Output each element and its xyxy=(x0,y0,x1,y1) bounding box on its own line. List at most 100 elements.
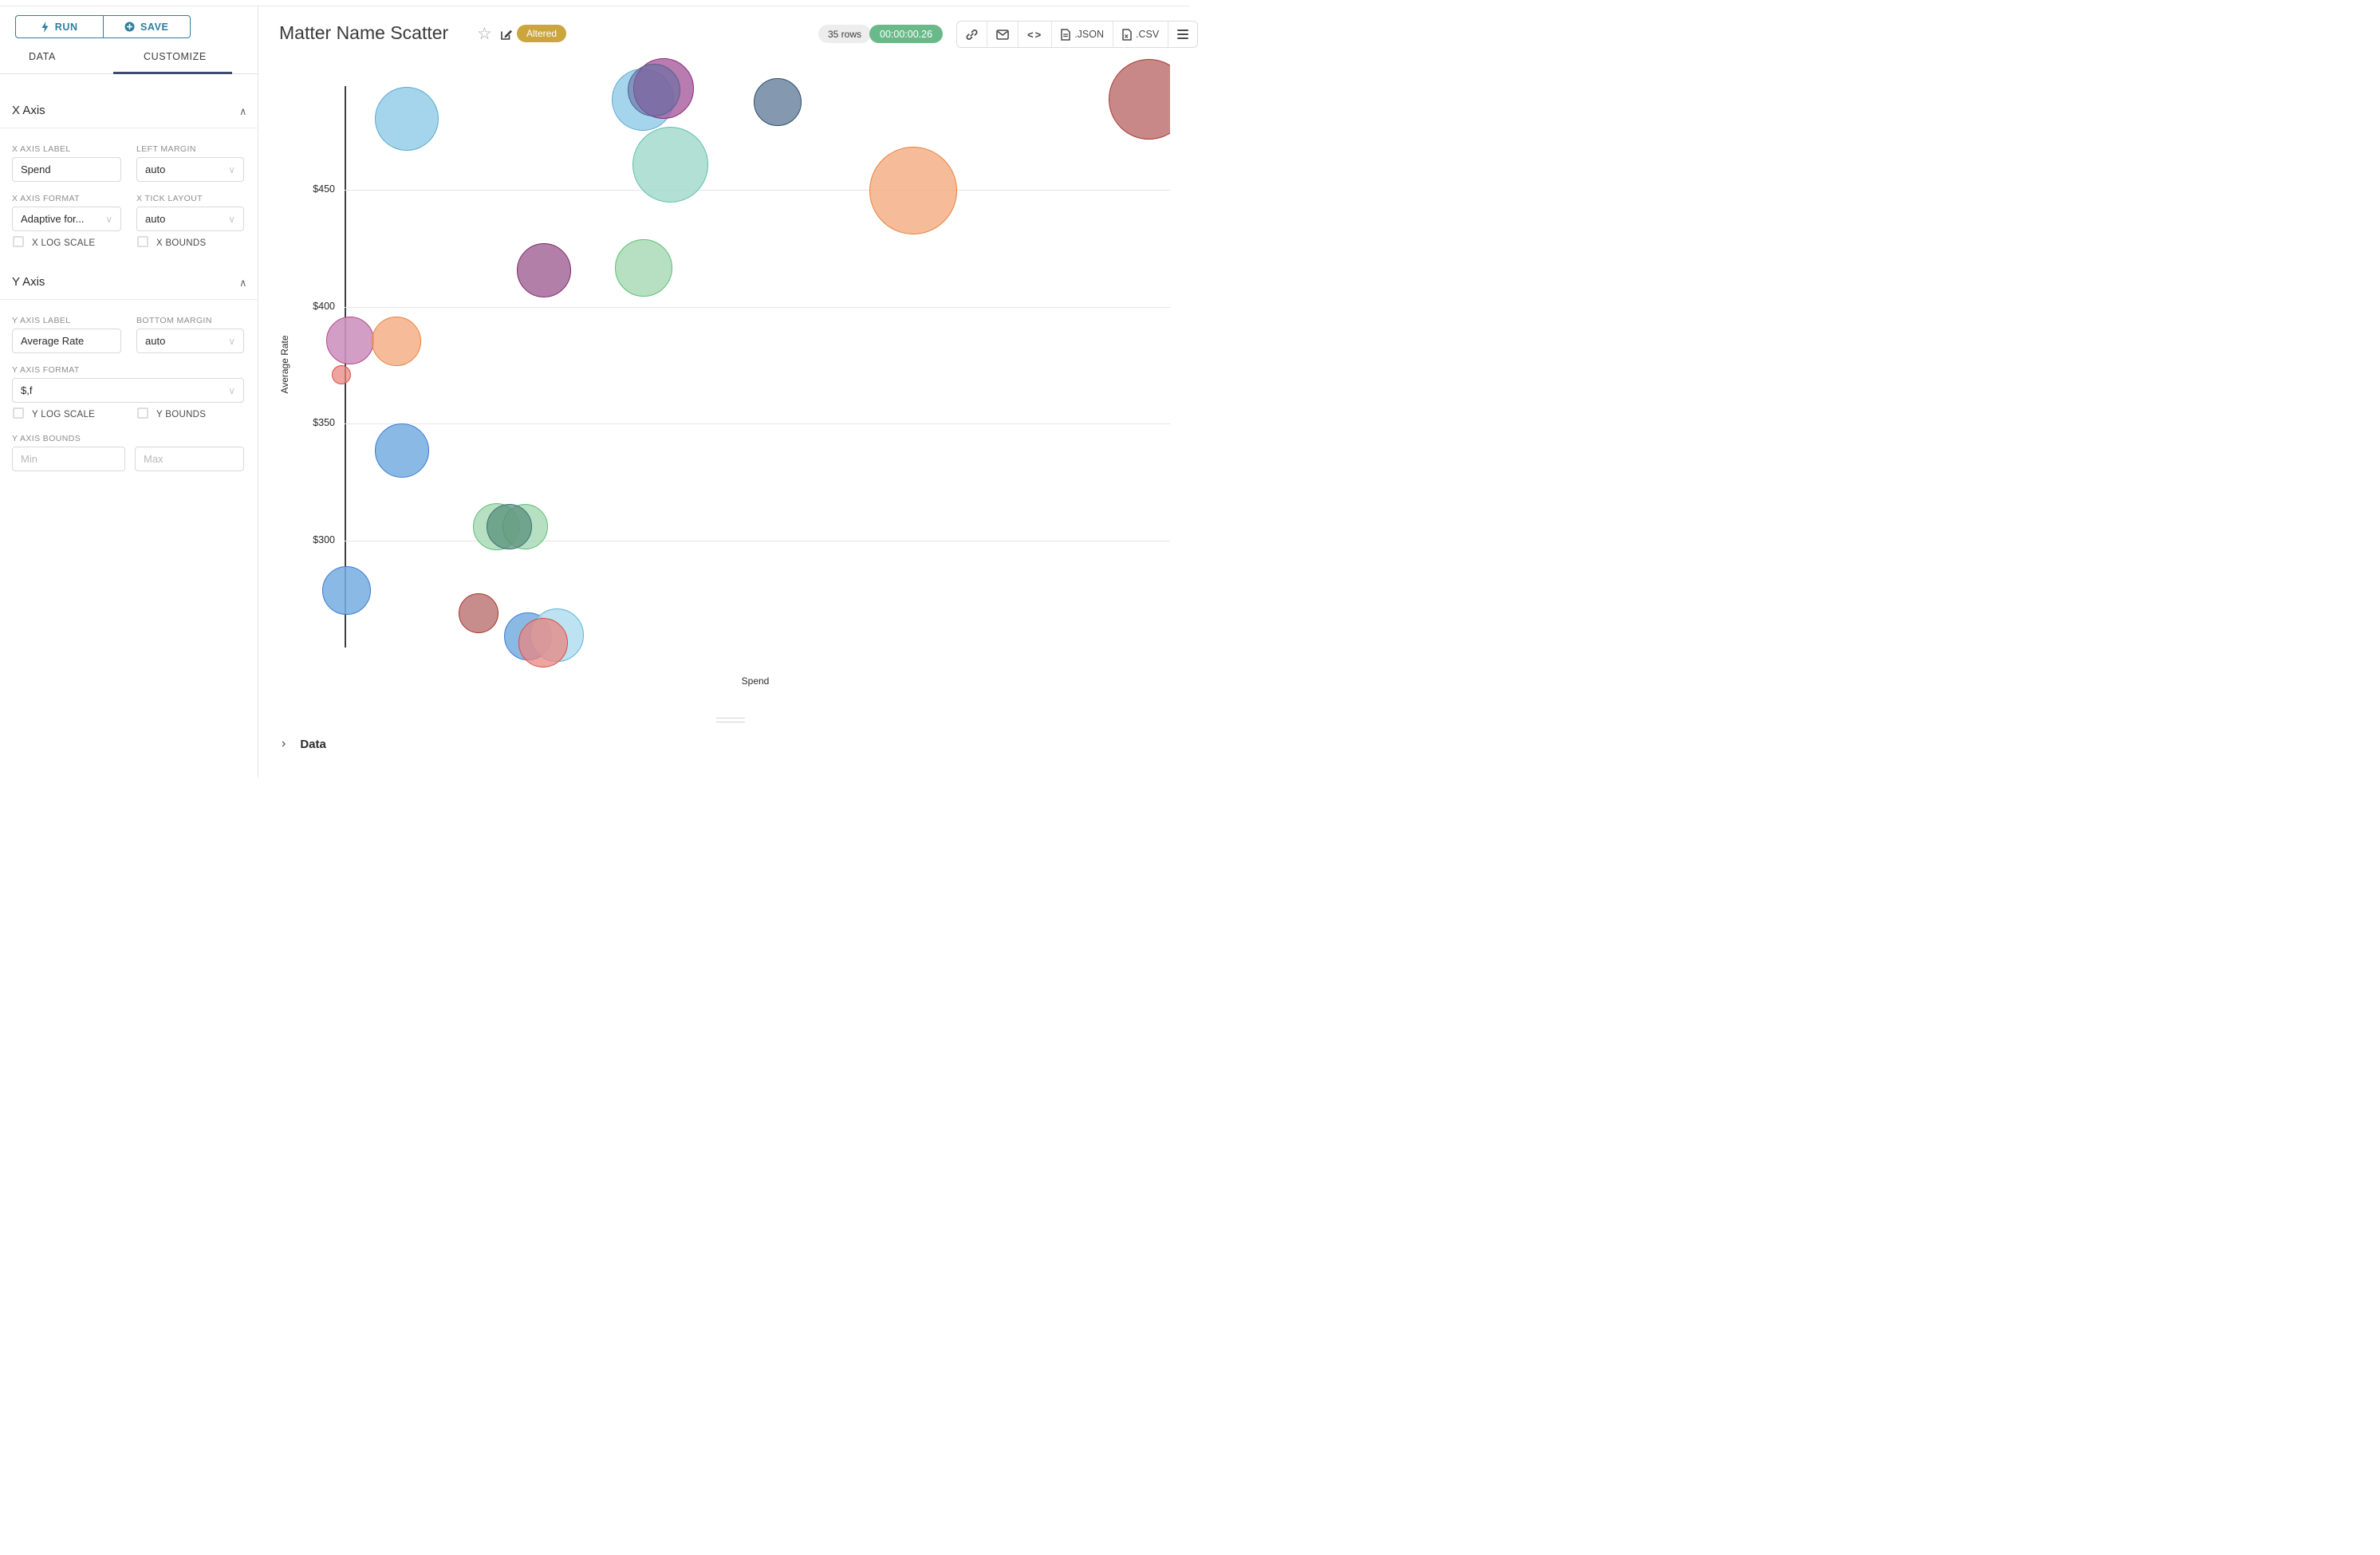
embed-code-button[interactable]: <> xyxy=(1019,22,1053,47)
left-margin-label: LEFT MARGIN xyxy=(136,144,196,154)
bubble[interactable] xyxy=(1109,58,1170,140)
chevron-down-icon: ∨ xyxy=(228,213,235,225)
y-bounds-label: Y BOUNDS xyxy=(156,410,207,419)
y-axis-bounds-label: Y AXIS BOUNDS xyxy=(12,434,81,443)
y-bounds-max-input[interactable] xyxy=(135,447,244,471)
y-log-scale-checkbox[interactable] xyxy=(13,407,24,419)
y-bounds-min-input[interactable] xyxy=(12,447,125,471)
left-margin-value: auto xyxy=(145,163,166,175)
run-button[interactable]: RUN xyxy=(16,16,103,37)
bottom-margin-value: auto xyxy=(145,335,166,347)
export-toolbar: <> .JSON .CSV xyxy=(956,21,1199,48)
chevron-down-icon: ∨ xyxy=(228,384,235,396)
data-expander[interactable]: › Data xyxy=(282,737,326,751)
gridline xyxy=(345,190,1170,191)
run-button-label: RUN xyxy=(54,21,78,33)
section-divider xyxy=(0,299,258,300)
bubble[interactable] xyxy=(375,423,429,478)
y-axis-collapse-icon[interactable]: ∧ xyxy=(239,277,247,289)
chart-resize-handle[interactable] xyxy=(716,718,745,726)
x-log-scale-checkbox[interactable] xyxy=(13,236,24,247)
y-axis-format-label: Y AXIS FORMAT xyxy=(12,365,80,375)
x-tick-layout-value: auto xyxy=(145,213,166,225)
export-json-button[interactable]: .JSON xyxy=(1052,22,1113,47)
link-icon xyxy=(966,29,978,40)
lightning-icon xyxy=(41,21,49,33)
chevron-down-icon: ∨ xyxy=(105,213,112,225)
edit-icon[interactable] xyxy=(500,28,513,45)
star-icon[interactable]: ☆ xyxy=(477,25,492,43)
share-link-button[interactable] xyxy=(957,22,987,47)
x-axis-label-input[interactable] xyxy=(12,157,121,182)
gridline xyxy=(345,307,1170,308)
x-axis-section-title: X Axis xyxy=(12,104,45,117)
plus-circle-icon xyxy=(124,22,135,32)
y-axis-label-input[interactable] xyxy=(12,329,121,353)
bottom-margin-select[interactable]: auto ∨ xyxy=(136,329,244,353)
bubble[interactable] xyxy=(628,64,680,116)
chart-menu-button[interactable] xyxy=(1168,22,1197,47)
chevron-down-icon: ∨ xyxy=(228,335,235,347)
x-axis-section-header[interactable]: X Axis xyxy=(12,104,45,118)
scatter-chart-canvas[interactable]: Average Rate $450 $400 $350 $300 Spend › Da… xyxy=(259,54,1170,778)
status-badge: Altered xyxy=(517,25,567,42)
bubble[interactable] xyxy=(458,593,498,633)
y-axis-format-select[interactable]: $,f ∨ xyxy=(12,378,244,403)
bubble[interactable] xyxy=(754,78,802,126)
x-tick-layout-label: X TICK LAYOUT xyxy=(136,194,203,203)
row-count-badge: 35 rows xyxy=(818,25,872,43)
menu-icon xyxy=(1177,27,1189,41)
save-button-label: SAVE xyxy=(140,21,169,33)
y-tick-label: $400 xyxy=(313,301,335,312)
bubble[interactable] xyxy=(332,365,351,384)
bubble[interactable] xyxy=(372,316,421,366)
bubble[interactable] xyxy=(326,317,374,364)
x-axis-format-value: Adaptive for... xyxy=(21,213,85,225)
customize-sidebar: RUN SAVE DATA CUSTOMIZE X Axis ∧ X AXIS … xyxy=(0,6,258,778)
active-tab-underline xyxy=(113,72,232,74)
gridline xyxy=(345,423,1170,424)
bubble[interactable] xyxy=(486,504,532,549)
y-axis-section-header[interactable]: Y Axis xyxy=(12,275,45,289)
x-axis-collapse-icon[interactable]: ∧ xyxy=(239,105,247,117)
x-log-scale-label: X LOG SCALE xyxy=(32,238,96,248)
bubble[interactable] xyxy=(517,242,571,297)
bottom-margin-label: BOTTOM MARGIN xyxy=(136,316,212,325)
tab-data[interactable]: DATA xyxy=(29,51,56,62)
x-axis-title: Spend xyxy=(741,675,770,687)
run-save-button-group: RUN SAVE xyxy=(15,15,191,38)
export-csv-label: .CSV xyxy=(1136,29,1160,40)
x-axis-label-label: X AXIS LABEL xyxy=(12,144,71,154)
bubble[interactable] xyxy=(518,617,568,667)
y-tick-label: $350 xyxy=(313,417,335,428)
bubble[interactable] xyxy=(614,239,672,297)
bubble[interactable] xyxy=(322,566,371,615)
y-axis-section-title: Y Axis xyxy=(12,275,45,289)
tab-customize[interactable]: CUSTOMIZE xyxy=(144,51,207,62)
export-csv-button[interactable]: .CSV xyxy=(1113,22,1169,47)
save-button[interactable]: SAVE xyxy=(102,16,191,37)
file-x-icon xyxy=(1122,28,1132,41)
y-tick-label: $450 xyxy=(313,183,335,195)
x-bounds-label: X BOUNDS xyxy=(156,238,207,248)
y-log-scale-label: Y LOG SCALE xyxy=(32,410,96,419)
x-axis-format-select[interactable]: Adaptive for... ∨ xyxy=(12,207,121,231)
bubble[interactable] xyxy=(632,126,708,203)
export-json-label: .JSON xyxy=(1074,29,1104,40)
bubble[interactable] xyxy=(375,87,439,151)
x-axis-format-label: X AXIS FORMAT xyxy=(12,194,80,203)
x-tick-layout-select[interactable]: auto ∨ xyxy=(136,207,244,231)
y-tick-label: $300 xyxy=(313,534,335,545)
code-icon: <> xyxy=(1027,28,1043,41)
data-expander-label: Data xyxy=(300,737,326,751)
y-bounds-checkbox[interactable] xyxy=(137,407,148,419)
page-title: Matter Name Scatter xyxy=(279,22,449,43)
x-bounds-checkbox[interactable] xyxy=(137,236,148,247)
y-axis-format-value: $,f xyxy=(21,384,33,396)
y-axis-title: Average Rate xyxy=(279,335,290,394)
y-axis-label-label: Y AXIS LABEL xyxy=(12,316,71,325)
left-margin-select[interactable]: auto ∨ xyxy=(136,157,244,182)
mail-icon xyxy=(996,29,1009,40)
bubble[interactable] xyxy=(869,146,957,234)
email-button[interactable] xyxy=(987,22,1019,47)
